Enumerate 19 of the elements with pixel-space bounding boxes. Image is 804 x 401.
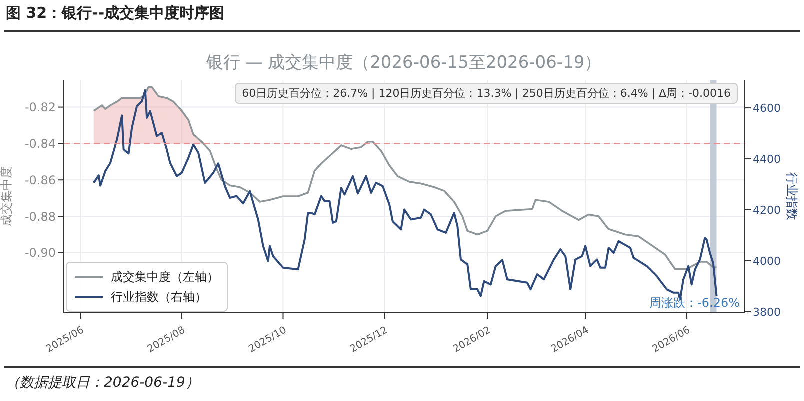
- y2-tick-label: 4600: [753, 102, 781, 115]
- annotation: 周涨跌：-6.26%: [650, 295, 740, 312]
- y2-tick-label: 4000: [753, 254, 781, 268]
- y2-axis-title: 行业指数: [784, 172, 799, 220]
- y-tick-label: -0.84: [24, 136, 56, 151]
- legend-label: 成交集中度（左轴）: [111, 268, 219, 286]
- chart-title: 银行 — 成交集中度（2026-06-15至2026-06-19）: [205, 53, 602, 73]
- y2-tick-label: 3800: [753, 306, 781, 319]
- y2-tick-label: 4400: [753, 152, 781, 166]
- text: （数据提取日：2026-06-19）: [6, 374, 200, 392]
- annotation: 60日历史百分位：26.7% | 120日历史百分位：13.3% | 250日历史百分位：6.4% | Δ周：-0.0016: [235, 83, 738, 104]
- legend-label: 行业指数（右轴）: [111, 288, 207, 306]
- caption: 图 32：银行--成交集中度时序图: [6, 4, 225, 23]
- y-tick-label: -0.82: [24, 100, 56, 115]
- y-tick-label: -0.88: [24, 210, 56, 224]
- y-tick-label: -0.90: [24, 246, 56, 260]
- y-tick-label: -0.86: [24, 173, 56, 188]
- y2-tick-label: 4200: [753, 204, 781, 217]
- y-axis-title: 成交集中度: [0, 166, 14, 226]
